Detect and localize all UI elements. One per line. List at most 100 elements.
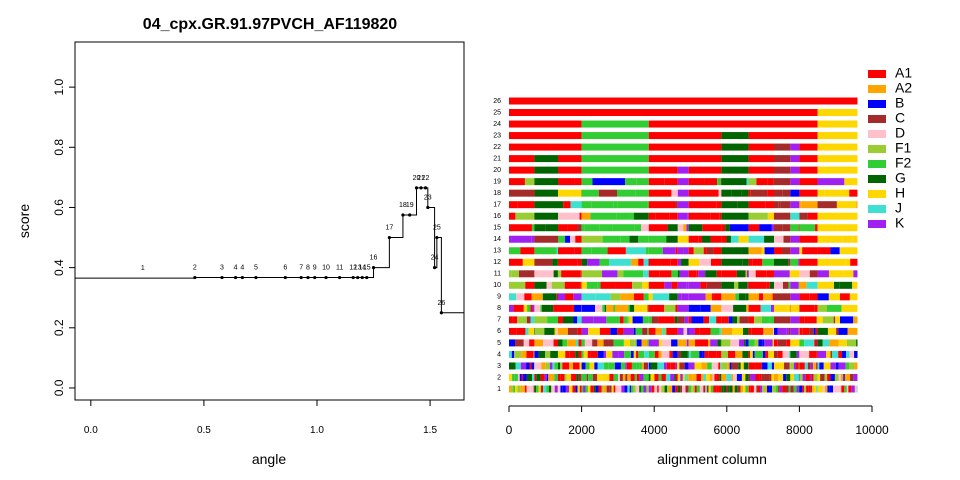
segment — [571, 373, 577, 381]
row-label: 17 — [493, 202, 501, 209]
segment — [534, 270, 554, 278]
segment — [827, 327, 837, 335]
segment — [699, 258, 711, 266]
segment — [793, 373, 799, 381]
segment — [784, 362, 788, 370]
legend-swatch — [868, 145, 886, 153]
segment — [547, 316, 559, 324]
segment — [733, 304, 747, 312]
segment — [817, 304, 827, 312]
left-y-tick-label: 0.8 — [52, 139, 66, 156]
segment — [764, 339, 773, 347]
segment — [509, 258, 523, 266]
segment — [748, 293, 759, 301]
segment — [814, 339, 818, 347]
segment — [848, 385, 852, 393]
legend-swatch — [868, 70, 886, 78]
segment — [719, 212, 722, 220]
segment — [817, 132, 858, 140]
segment — [789, 350, 791, 358]
segment — [729, 224, 749, 232]
segment — [544, 373, 547, 381]
segment — [548, 385, 552, 393]
segment — [778, 385, 780, 393]
legend-swatch — [868, 220, 886, 228]
segment — [648, 224, 668, 232]
segment — [748, 281, 767, 289]
segment — [513, 304, 524, 312]
segment — [509, 350, 512, 358]
segment — [509, 224, 532, 232]
segment — [534, 327, 535, 335]
step-label: 15 — [363, 265, 371, 272]
left-plot-frame — [74, 41, 465, 401]
segment — [829, 258, 846, 266]
segment — [688, 350, 691, 358]
segment — [817, 293, 829, 301]
segment — [509, 327, 517, 335]
segment — [629, 235, 639, 243]
segment — [597, 373, 602, 381]
segment — [790, 258, 799, 266]
segment — [809, 270, 818, 278]
segment — [549, 362, 553, 370]
segment — [688, 281, 701, 289]
segment — [677, 362, 680, 370]
segment — [583, 385, 586, 393]
segment — [650, 362, 658, 370]
segment — [541, 362, 546, 370]
segment — [849, 189, 858, 197]
segment — [611, 385, 614, 393]
segment — [631, 258, 639, 266]
segment — [581, 143, 649, 151]
segment — [664, 327, 667, 335]
segment — [751, 327, 764, 335]
segment — [779, 385, 783, 393]
segment — [581, 293, 596, 301]
left-x-tick-label: 0.5 — [197, 425, 211, 436]
segment — [744, 339, 746, 347]
step-point — [435, 235, 439, 240]
segment — [799, 258, 806, 266]
segment — [655, 212, 670, 220]
segment — [823, 316, 834, 324]
segment — [721, 235, 727, 243]
segment — [808, 385, 811, 393]
segment — [786, 327, 789, 335]
step-point — [371, 266, 376, 270]
segment — [710, 258, 722, 266]
segment — [619, 385, 622, 393]
segment — [604, 362, 609, 370]
segment — [558, 212, 580, 220]
segment — [558, 327, 568, 335]
segment — [667, 224, 678, 232]
segment — [616, 189, 636, 197]
segment — [648, 247, 663, 255]
segment — [710, 212, 720, 220]
segment — [619, 373, 623, 381]
segment — [788, 258, 791, 266]
legend-label: C — [895, 110, 905, 126]
segment — [699, 350, 703, 358]
segment — [849, 362, 855, 370]
segment — [703, 316, 710, 324]
segment — [567, 339, 577, 347]
segment — [763, 293, 773, 301]
segment — [694, 327, 700, 335]
segment — [609, 373, 614, 381]
segment — [802, 247, 818, 255]
segment — [573, 293, 582, 301]
segment — [816, 385, 818, 393]
step-point — [338, 275, 342, 280]
segment — [705, 270, 717, 278]
segment — [798, 327, 800, 335]
segment — [604, 304, 607, 312]
segment — [524, 293, 532, 301]
segment — [711, 362, 719, 370]
segment — [704, 178, 718, 186]
segment — [773, 327, 778, 335]
segment — [772, 339, 774, 347]
left-x-tick-label: 1.0 — [310, 425, 324, 436]
segment — [625, 247, 646, 255]
segment — [773, 373, 779, 381]
